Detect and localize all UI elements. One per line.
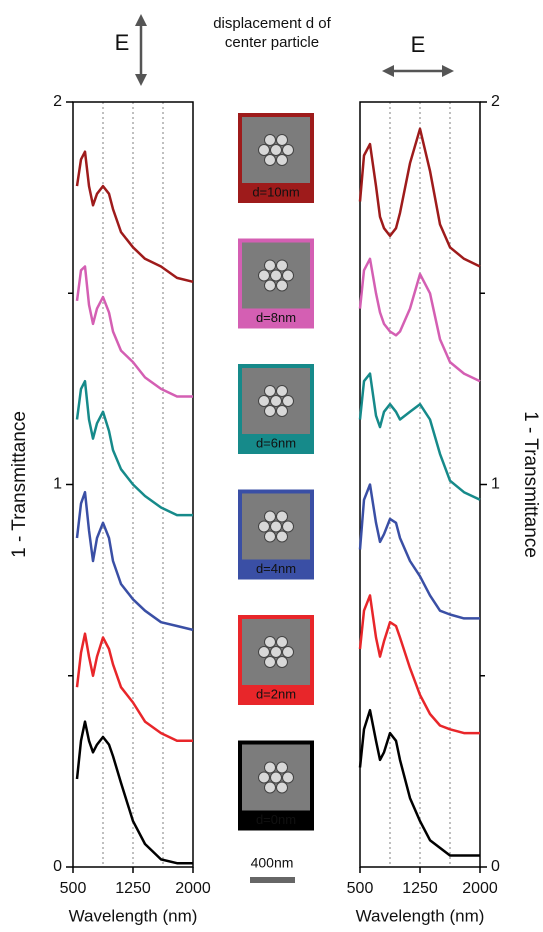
particle — [265, 511, 276, 522]
x-axis-label: Wavelength (nm) — [356, 906, 485, 925]
particle — [265, 637, 276, 648]
particle — [277, 386, 288, 397]
particle — [277, 762, 288, 773]
field-label: E — [115, 30, 130, 55]
top-label: center particle — [225, 34, 319, 51]
particle — [259, 270, 270, 281]
particle — [265, 155, 276, 166]
particle — [259, 772, 270, 783]
y-tick-label: 1 — [491, 476, 500, 493]
particle — [283, 772, 294, 783]
sample-label: d=0nm — [256, 812, 296, 827]
particle — [277, 782, 288, 793]
x-tick-label: 2000 — [462, 880, 498, 897]
sample-label: d=8nm — [256, 310, 296, 325]
x-tick-label: 500 — [60, 880, 87, 897]
particle — [265, 260, 276, 271]
x-tick-label: 1250 — [115, 880, 151, 897]
particle — [259, 647, 270, 658]
y-tick-label: 0 — [491, 858, 500, 875]
particle — [259, 145, 270, 156]
particle — [277, 155, 288, 166]
particle — [259, 396, 270, 407]
particle — [283, 396, 294, 407]
y-axis-label: 1 - Transmittance — [9, 411, 30, 558]
scale-bar-label: 400nm — [251, 855, 294, 871]
particle — [277, 637, 288, 648]
particle — [277, 657, 288, 668]
sample-label: d=2nm — [256, 686, 296, 701]
sample-label: d=4nm — [256, 561, 296, 576]
particle — [265, 657, 276, 668]
particle — [283, 270, 294, 281]
particle — [283, 145, 294, 156]
y-tick-label: 0 — [53, 858, 62, 875]
x-tick-label: 500 — [347, 880, 374, 897]
particle — [271, 396, 282, 407]
particle — [271, 647, 282, 658]
particle — [277, 135, 288, 146]
particle — [283, 521, 294, 532]
x-tick-label: 2000 — [175, 880, 211, 897]
particle — [271, 772, 282, 783]
top-label: displacement d of — [213, 15, 331, 32]
x-tick-label: 1250 — [402, 880, 438, 897]
particle — [265, 531, 276, 542]
y-tick-label: 2 — [491, 93, 500, 110]
sample-label: d=10nm — [252, 184, 299, 199]
particle — [277, 511, 288, 522]
particle — [277, 280, 288, 291]
particle — [265, 280, 276, 291]
sample-label: d=6nm — [256, 435, 296, 450]
particle — [271, 270, 282, 281]
particle — [265, 406, 276, 417]
y-tick-label: 2 — [53, 93, 62, 110]
particle — [271, 145, 282, 156]
y-tick-label: 1 — [53, 476, 62, 493]
particle — [265, 135, 276, 146]
particle — [271, 521, 282, 532]
particle — [277, 531, 288, 542]
scale-bar — [250, 877, 295, 883]
y-axis-label: 1 - Transmittance — [520, 411, 541, 558]
field-label: E — [411, 32, 426, 57]
particle — [277, 406, 288, 417]
figure: displacement d of center particle E E 40… — [0, 0, 543, 932]
particle — [265, 782, 276, 793]
particle — [283, 647, 294, 658]
particle — [265, 762, 276, 773]
particle — [265, 386, 276, 397]
particle — [277, 260, 288, 271]
particle — [259, 521, 270, 532]
x-axis-label: Wavelength (nm) — [69, 906, 198, 925]
